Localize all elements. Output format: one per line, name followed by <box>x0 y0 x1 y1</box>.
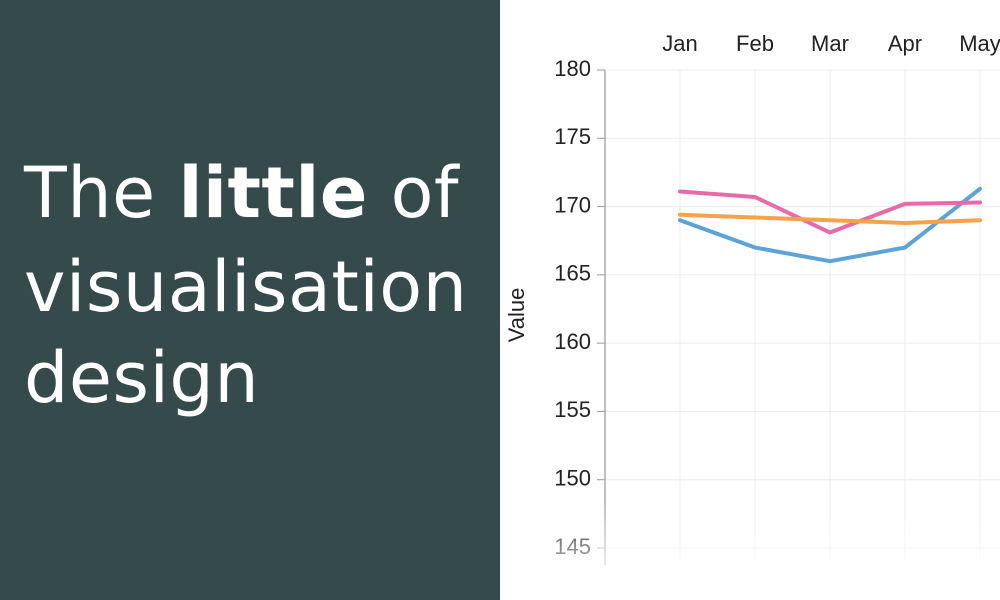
title-line: visualisation <box>24 246 468 328</box>
series-line <box>678 186 982 264</box>
series-line <box>678 212 982 225</box>
fade-overlay <box>500 500 1000 600</box>
chart: Value 145150155160165170175180JanFebMarA… <box>500 31 1000 600</box>
x-tick-label: Feb <box>736 31 774 56</box>
y-axis-label: Value <box>504 288 529 343</box>
x-tick-label: Jan <box>662 31 697 56</box>
y-tick-label: 180 <box>554 56 591 81</box>
series-line <box>678 189 982 235</box>
title-text: The <box>24 152 179 234</box>
y-tick-label: 150 <box>554 466 591 491</box>
title-text: of <box>367 152 460 234</box>
x-tick-label: Mar <box>811 31 849 56</box>
y-tick-label: 165 <box>554 261 591 286</box>
title-panel: The little of visualisation design <box>0 0 500 600</box>
title-line: design <box>24 337 260 419</box>
x-tick-label: May <box>959 31 1000 56</box>
y-tick-label: 170 <box>554 192 591 217</box>
x-tick-label: Apr <box>888 31 922 56</box>
y-tick-label: 160 <box>554 329 591 354</box>
y-tick-label: 155 <box>554 397 591 422</box>
title-bold: little <box>178 152 368 234</box>
y-tick-label: 175 <box>554 124 591 149</box>
title-line: The little of <box>24 158 459 228</box>
